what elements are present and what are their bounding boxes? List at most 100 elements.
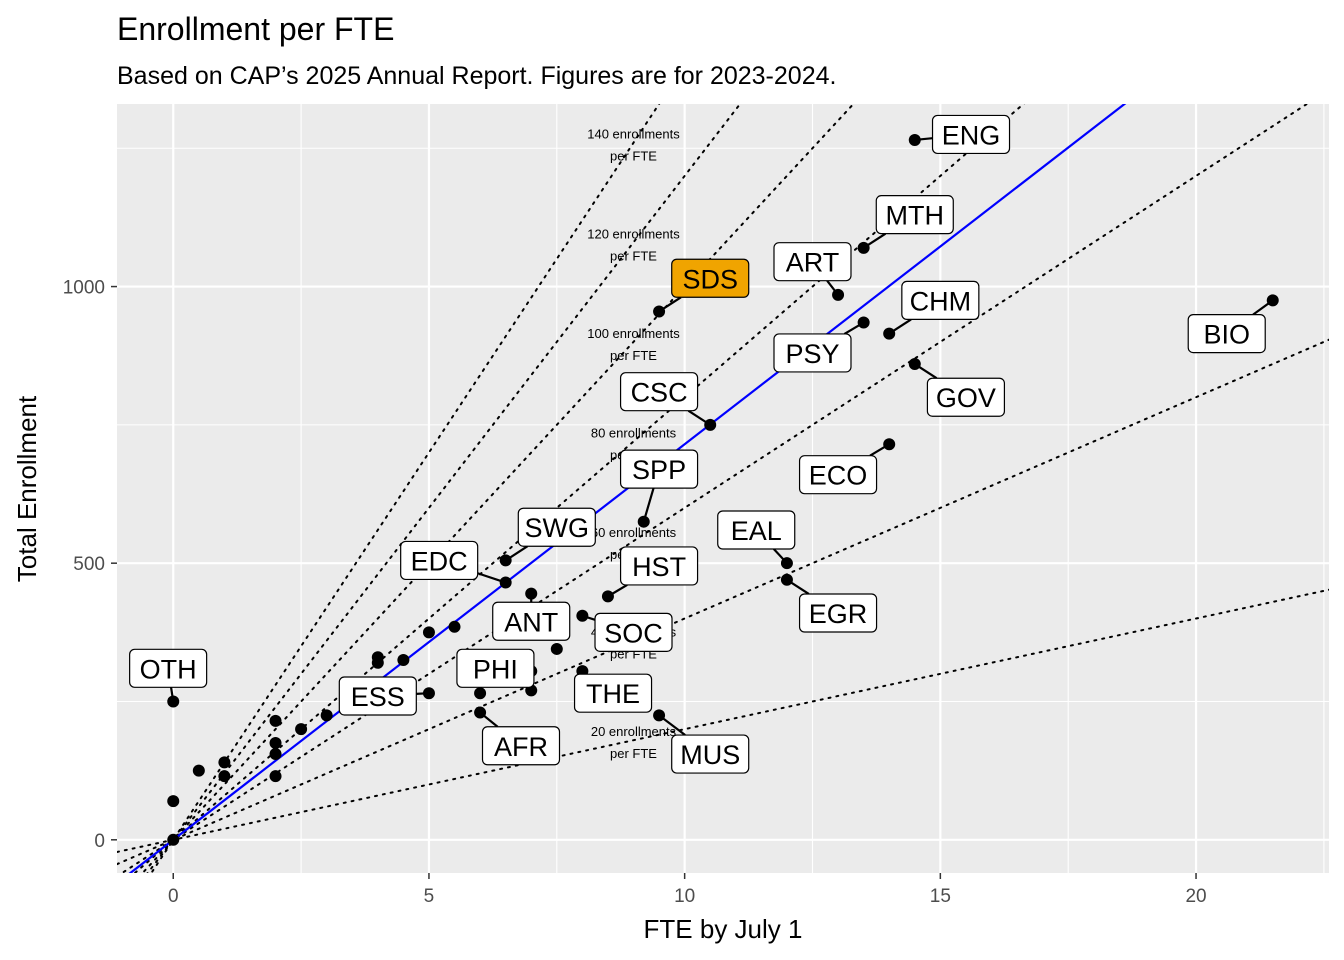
data-point	[397, 654, 410, 667]
label-segment	[505, 545, 529, 562]
y-axis-title: Total Enrollment	[12, 395, 42, 582]
dept-label: HST	[632, 552, 686, 582]
dept-label-box	[931, 114, 1011, 155]
data-point	[218, 756, 231, 769]
reference-label: per FTE	[610, 746, 657, 761]
dept-label-box	[338, 676, 417, 716]
reference-line	[120, 104, 1309, 873]
label-segment	[642, 487, 655, 523]
dept-label: ECO	[809, 461, 868, 491]
dept-label: MTH	[886, 201, 944, 231]
label-segment	[869, 443, 890, 457]
dept-label-box	[456, 648, 535, 688]
dept-label-box	[517, 507, 596, 547]
label-segment	[772, 548, 788, 564]
dept-label: SDS	[682, 264, 738, 294]
label-segment	[687, 409, 711, 426]
data-point	[269, 748, 282, 761]
label-segment	[786, 578, 810, 595]
dept-label-box	[594, 612, 673, 652]
data-point	[448, 620, 461, 633]
reference-label: 140 enrollments	[587, 127, 680, 142]
label-segment	[914, 137, 933, 142]
dept-label-box	[619, 449, 699, 489]
dept-label: THE	[586, 679, 640, 709]
reference-label: 60 enrollments	[591, 525, 677, 540]
dept-label-box	[717, 510, 796, 550]
data-point	[269, 736, 282, 749]
data-point	[167, 833, 180, 846]
label-segment	[169, 687, 175, 702]
y-tick-label: 0	[94, 831, 105, 852]
dept-label: BIO	[1203, 320, 1250, 350]
dept-label-box	[798, 593, 878, 633]
label-segment	[843, 321, 865, 335]
reference-lines	[117, 104, 1329, 873]
data-point	[269, 770, 282, 783]
label-segments	[169, 137, 1274, 736]
reference-label: 100 enrollments	[587, 326, 680, 341]
y-tick-label: 500	[73, 554, 105, 575]
dept-label-box	[773, 242, 852, 282]
data-point	[218, 770, 231, 783]
x-axis-title: FTE by July 1	[644, 914, 803, 944]
chart-subtitle: Based on CAP’s 2025 Annual Report. Figur…	[117, 62, 836, 90]
x-axis-ticks: 0 5 10 15 20	[168, 873, 1207, 907]
reference-line	[141, 104, 855, 873]
fit-line-group	[128, 104, 1127, 873]
label-segment	[658, 714, 686, 736]
x-tick-label: 15	[930, 886, 951, 907]
dept-label-box	[1187, 313, 1266, 354]
x-tick-label: 0	[168, 886, 179, 907]
data-point	[192, 764, 205, 777]
dept-label: EAL	[731, 516, 782, 546]
dept-label: ENG	[942, 120, 1001, 150]
reference-line	[133, 104, 1025, 873]
label-segment	[826, 280, 839, 296]
dept-label: CHM	[910, 286, 972, 316]
x-tick-label: 10	[674, 886, 695, 907]
dept-label-box	[400, 540, 479, 581]
data-point	[295, 723, 308, 736]
label-segment	[914, 363, 938, 380]
dept-label: AFR	[494, 732, 548, 762]
fit-line	[128, 104, 1127, 873]
dept-label: ESS	[351, 682, 405, 712]
data-point	[167, 795, 180, 808]
label-segment	[479, 711, 499, 728]
x-tick-label: 20	[1185, 886, 1206, 907]
dept-label-box	[875, 195, 954, 235]
dept-label-box	[129, 648, 208, 688]
dept-label: GOV	[936, 383, 996, 413]
label-segment	[582, 614, 596, 621]
dept-label: ANT	[504, 607, 558, 637]
reference-line	[117, 588, 1329, 853]
dept-label-box	[619, 372, 699, 412]
dept-label: CSC	[631, 378, 688, 408]
label-segment	[863, 232, 887, 249]
dept-label-box	[671, 258, 750, 298]
dept-label: MUS	[680, 740, 740, 770]
dept-label-box	[798, 455, 878, 495]
dept-label-box	[773, 333, 852, 373]
department-labels: ENG MTH ART SDS CHM BIO PSY GOV CSC ECO SPP SWG EAL E…	[129, 114, 1266, 774]
dept-label-box	[926, 377, 1006, 417]
x-tick-label: 5	[424, 886, 435, 907]
label-segment	[416, 692, 430, 695]
data-point	[371, 656, 384, 669]
dept-label: ART	[786, 248, 840, 278]
dept-label: EDC	[411, 546, 468, 576]
dept-label-box	[492, 601, 571, 641]
dept-label: OTH	[140, 654, 197, 684]
data-point	[422, 626, 435, 639]
chart-title: Enrollment per FTE	[117, 11, 394, 47]
label-segment	[607, 584, 628, 598]
reference-label: per FTE	[610, 348, 657, 363]
dept-label-box	[671, 734, 750, 774]
y-tick-label: 1000	[63, 278, 105, 299]
dept-label: PSY	[785, 339, 839, 369]
y-axis-ticks: 0 500 1000	[63, 278, 117, 852]
data-point	[550, 642, 563, 655]
dept-label-box	[481, 726, 561, 766]
